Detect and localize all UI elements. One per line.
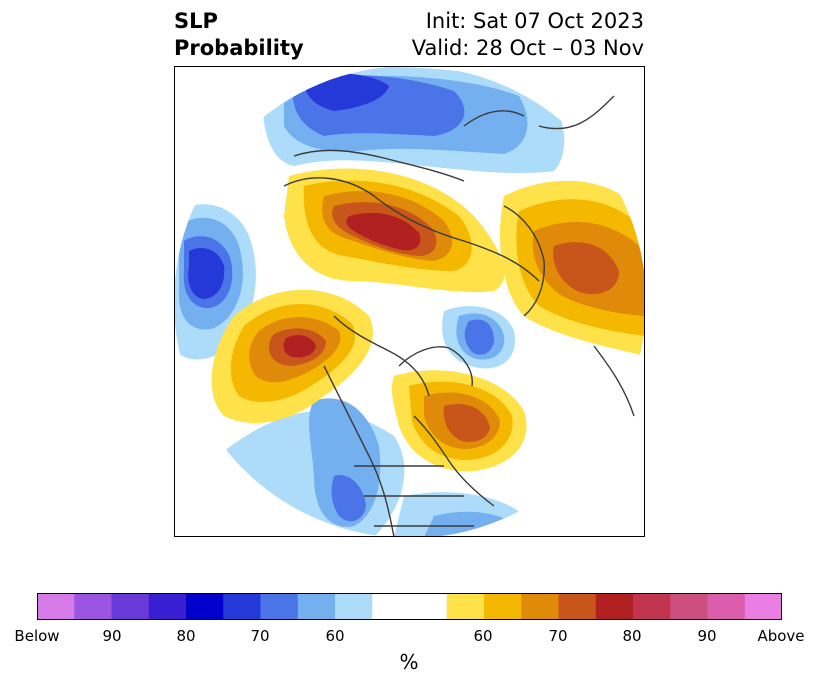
map-title: SLP Probability [174,8,304,62]
colorbar-swatch-14 [595,593,634,620]
colorbar-swatch-12 [521,593,559,620]
init-date: Init: Sat 07 Oct 2023 [425,9,644,33]
colorbar-swatch-17 [707,593,746,620]
colorbar-tick-0: Below [14,627,60,645]
colorbar-tick-5: 60 [473,627,493,645]
title-line-variable: SLP [174,9,218,33]
below-region-arctic [262,67,565,174]
colorbar-unit: % [399,650,419,674]
colorbar-tick-8: 90 [697,627,717,645]
below-region-western-us [213,398,534,537]
colorbar-swatch-18 [744,593,782,620]
colorbar-tick-1: 90 [102,627,122,645]
colorbar [37,593,782,620]
colorbar-tick-9: Above [757,627,805,645]
above-region-gulf-of-alaska [211,289,373,424]
colorbar-swatch-10 [446,593,485,620]
colorbar-swatch-1 [74,593,112,620]
colorbar-swatch-7 [297,593,336,620]
colorbar-swatch-15 [633,593,671,620]
colorbar-swatch-5 [223,593,261,620]
forecast-dates: Init: Sat 07 Oct 2023 Valid: 28 Oct – 03… [412,8,644,62]
colorbar-swatch-2 [111,593,150,620]
colorbar-swatch-3 [148,593,187,620]
above-region-central-asia [284,168,505,293]
below-region-greenland [442,306,515,369]
colorbar-tick-7: 80 [622,627,642,645]
colorbar-swatch-11 [484,593,522,620]
colorbar-swatch-6 [260,593,299,620]
probability-map [174,66,645,537]
valid-date: Valid: 28 Oct – 03 Nov [411,36,644,60]
colorbar-tick-4: 60 [325,627,345,645]
colorbar-swatch-4 [186,593,224,620]
colorbar-tick-3: 70 [250,627,270,645]
colorbar-swatch-16 [670,593,708,620]
colorbar-border [37,593,782,620]
colorbar-swatch-8 [335,593,373,620]
colorbar-tick-2: 80 [176,627,196,645]
title-line-type: Probability [174,36,304,60]
colorbar-swatch-13 [558,593,597,620]
probability-field [174,66,645,537]
colorbar-tick-6: 70 [548,627,568,645]
above-region-europe [500,180,645,356]
colorbar-swatch-9 [372,593,448,620]
colorbar-swatch-0 [37,593,75,620]
coastlines [283,95,635,537]
map-border [174,66,645,537]
